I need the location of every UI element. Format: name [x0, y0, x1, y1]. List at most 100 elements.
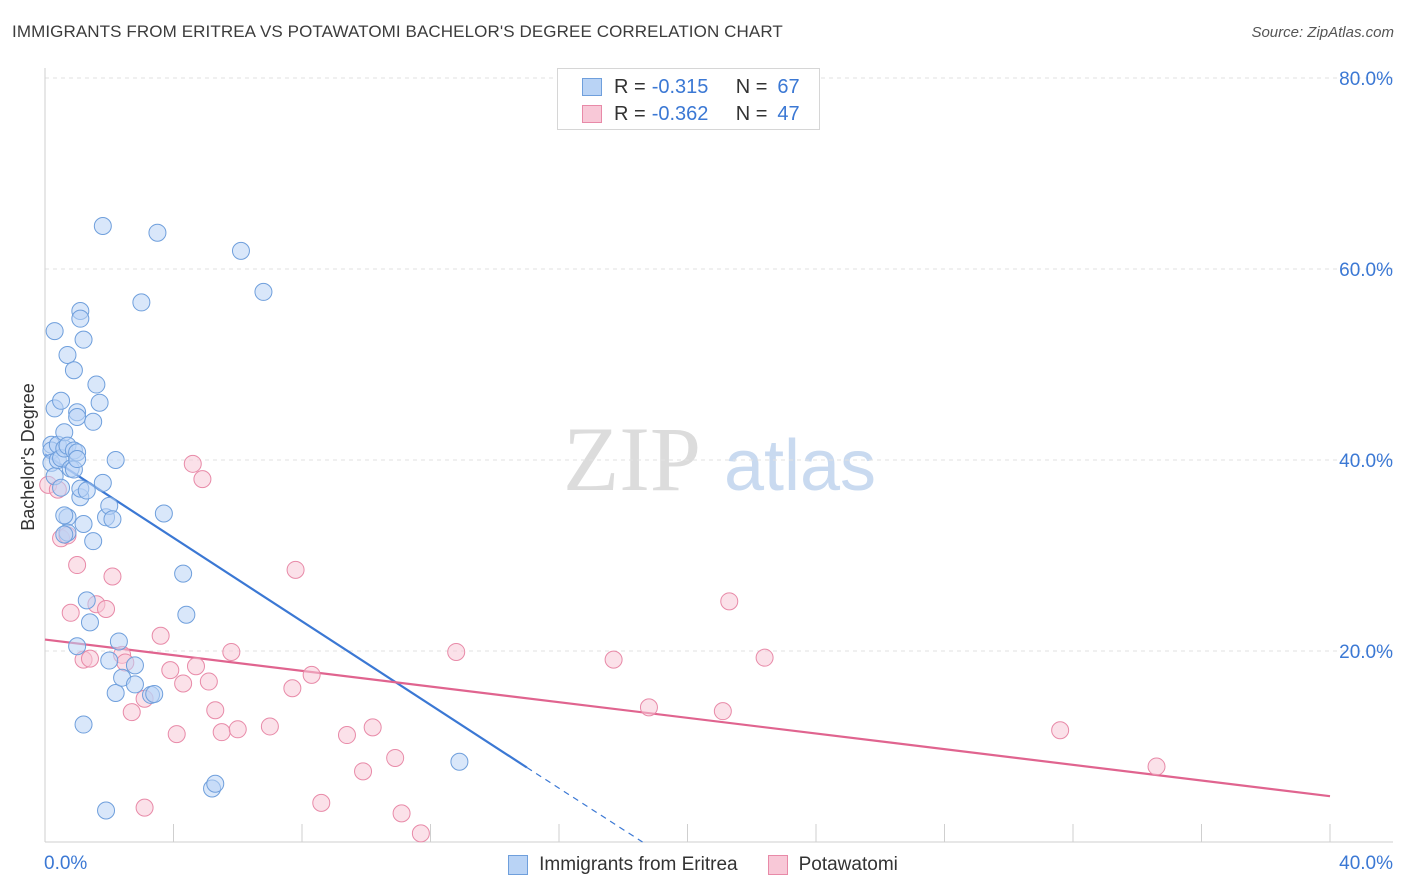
- data-point: [103, 510, 122, 529]
- n-label: N =: [735, 75, 768, 98]
- data-point: [68, 637, 87, 656]
- data-point: [97, 599, 116, 618]
- data-point: [151, 626, 170, 645]
- series-legend: Immigrants from Eritrea Potawatomi: [0, 852, 1406, 878]
- data-point: [260, 717, 279, 736]
- data-point: [61, 603, 80, 622]
- data-point: [206, 701, 225, 720]
- axes: [44, 68, 1393, 843]
- data-point: [109, 632, 128, 651]
- data-point: [100, 651, 119, 670]
- data-point: [74, 330, 93, 349]
- data-point: [193, 470, 212, 489]
- data-point: [132, 293, 151, 312]
- data-point: [154, 504, 173, 523]
- y-tick-label: 80.0%: [1339, 69, 1393, 90]
- n-value: 47: [777, 102, 800, 125]
- data-point: [106, 451, 125, 469]
- data-point: [386, 748, 405, 767]
- eritrea-swatch: [582, 78, 602, 96]
- data-point: [222, 642, 241, 661]
- data-point: [604, 650, 623, 669]
- trend-lines: [44, 453, 1331, 843]
- data-point: [145, 684, 164, 703]
- data-point: [74, 715, 93, 734]
- trend-line: [44, 638, 1331, 798]
- r-label: R =: [614, 102, 646, 125]
- watermark: ZIP atlas: [563, 408, 876, 510]
- data-point: [80, 613, 99, 632]
- data-point: [55, 506, 74, 525]
- y-tick-label: 60.0%: [1339, 260, 1393, 281]
- watermark-atlas: atlas: [724, 426, 876, 506]
- data-point: [450, 752, 469, 771]
- data-point: [161, 661, 180, 680]
- data-point: [186, 657, 205, 676]
- data-point: [84, 412, 103, 431]
- potawatomi-swatch: [582, 105, 602, 123]
- n-value: 67: [777, 75, 800, 98]
- data-point: [93, 217, 112, 236]
- x-tick-label-max: 40.0%: [1339, 853, 1393, 874]
- data-point: [87, 375, 106, 394]
- data-point: [103, 567, 122, 586]
- x-tick-label-min: 0.0%: [44, 853, 87, 874]
- data-point: [71, 309, 90, 328]
- tick-labels: 20.0% 40.0% 60.0% 80.0% 0.0% 40.0%: [44, 69, 1393, 874]
- r-value: -0.362: [651, 102, 709, 125]
- trend-line-extension: [526, 767, 643, 843]
- legend-label-eritrea: Immigrants from Eritrea: [539, 854, 738, 875]
- data-point: [363, 718, 382, 737]
- data-point: [135, 798, 154, 817]
- data-point: [93, 473, 112, 492]
- grid: [45, 77, 1393, 652]
- n-label: N =: [735, 102, 768, 125]
- data-point: [286, 560, 305, 579]
- data-point: [639, 698, 658, 717]
- data-point: [97, 801, 116, 820]
- data-point: [302, 665, 321, 684]
- data-point: [199, 672, 218, 691]
- data-point: [174, 674, 193, 693]
- r-value: -0.315: [651, 75, 709, 98]
- data-point: [55, 525, 74, 544]
- data-point: [212, 723, 231, 742]
- data-point: [74, 514, 93, 533]
- source-label: Source: ZipAtlas.com: [1251, 24, 1394, 41]
- data-point: [90, 393, 109, 412]
- legend-item-eritrea[interactable]: Immigrants from Eritrea: [508, 854, 738, 876]
- data-point: [122, 703, 141, 722]
- data-point: [447, 642, 466, 661]
- y-tick-label: 40.0%: [1339, 451, 1393, 472]
- data-point: [392, 804, 411, 823]
- legend-item-potawatomi[interactable]: Potawatomi: [767, 854, 898, 876]
- data-point: [1147, 757, 1166, 776]
- data-point: [80, 649, 99, 668]
- data-point: [125, 656, 144, 675]
- stats-legend-row-potawatomi: R = -0.362 N = 47: [582, 102, 800, 126]
- data-point: [755, 648, 774, 667]
- y-tick-label: 20.0%: [1339, 642, 1393, 663]
- data-points: [39, 217, 1166, 843]
- data-point: [52, 478, 71, 497]
- data-point: [206, 774, 225, 793]
- data-point: [58, 345, 77, 364]
- data-point: [64, 361, 83, 380]
- eritrea-legend-swatch: [508, 855, 529, 875]
- data-point: [183, 454, 202, 473]
- data-point: [45, 322, 64, 341]
- data-point: [713, 702, 732, 721]
- data-point: [411, 824, 430, 843]
- data-point: [68, 408, 87, 427]
- chart-title: IMMIGRANTS FROM ERITREA VS POTAWATOMI BA…: [12, 22, 783, 41]
- r-label: R =: [614, 75, 646, 98]
- data-point: [254, 282, 273, 301]
- data-point: [174, 564, 193, 583]
- potawatomi-legend-swatch: [767, 855, 788, 875]
- data-point: [337, 726, 356, 745]
- legend-label-potawatomi: Potawatomi: [798, 854, 898, 875]
- data-point: [354, 762, 373, 781]
- data-point: [68, 450, 87, 469]
- data-point: [106, 684, 125, 703]
- watermark-zip: ZIP: [563, 408, 701, 510]
